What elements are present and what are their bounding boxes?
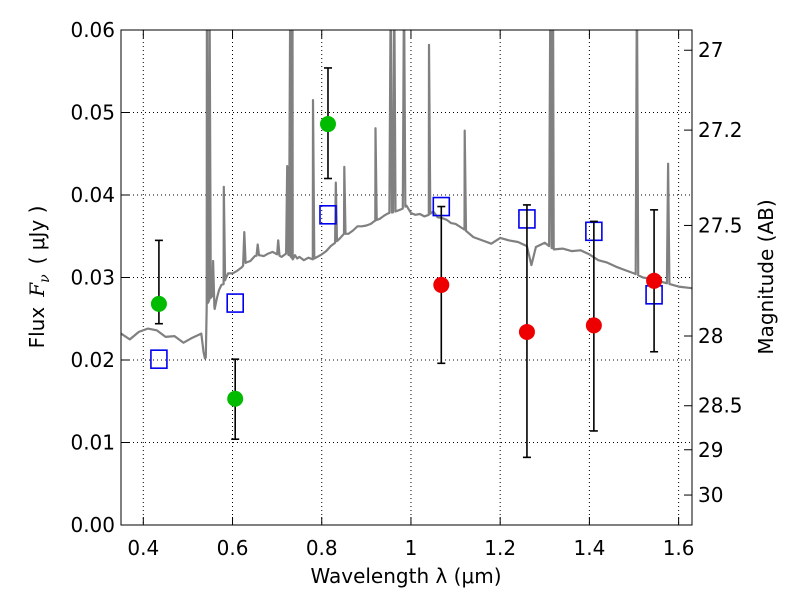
x-tick-label: 0.8 [306, 536, 338, 560]
y2-tick-label: 27.5 [698, 213, 743, 237]
model-square-point [319, 205, 337, 225]
x-tick-label: 1.2 [484, 536, 516, 560]
y-tick-label: 0.03 [70, 266, 115, 290]
y-axis-title-variable: F [25, 282, 49, 298]
y-tick-label: 0.01 [70, 431, 115, 455]
plot-background [121, 30, 692, 525]
grid [121, 29, 692, 526]
y2-tick-label: 27.2 [698, 118, 743, 142]
data-point [433, 276, 450, 293]
spectrum-line [121, 30, 692, 360]
y-tick-label: 0.02 [70, 348, 115, 372]
x-tick-label: 0.6 [217, 536, 249, 560]
y-tick-label: 0.00 [70, 513, 115, 537]
spectrum-layer [121, 30, 692, 360]
y2-tick-label: 28.5 [698, 394, 743, 418]
y-tick-label: 0.06 [70, 18, 115, 42]
model-square-point [150, 349, 168, 369]
y-tick-label: 0.05 [70, 101, 115, 125]
data-point [518, 323, 535, 340]
data-point [585, 317, 602, 334]
data-point [646, 272, 663, 289]
x-tick-label: 1.4 [573, 536, 605, 560]
x-tick-label: 1 [405, 536, 418, 560]
model-square-point [226, 293, 244, 313]
x-tick-label: 1.6 [663, 536, 695, 560]
y2-axis-title: Magnitude (AB) [754, 199, 778, 354]
data-point [319, 116, 336, 133]
x-axis-title: Wavelength λ (μm) [310, 564, 501, 588]
y2-tick-label: 29 [698, 438, 723, 462]
y-axis-title: Flux Fν ( μJy ) [25, 206, 53, 349]
y2-tick-label: 30 [698, 483, 723, 507]
y-axis-title-subscript: ν [37, 274, 53, 283]
y-tick-label: 0.04 [70, 183, 115, 207]
data-point [227, 390, 244, 407]
data-point [150, 295, 167, 312]
y-axis-title-prefix: Flux [25, 307, 49, 349]
marker-layer [150, 67, 663, 459]
y-axis-title-units: ( μJy ) [25, 206, 49, 265]
axis-ticks: 0.4 0.6 0.8 1 1.2 1.4 1.6 0.00 0.01 0.02 0.03 0.04 0… [70, 18, 742, 560]
y2-tick-label: 27 [698, 38, 723, 62]
x-tick-label: 0.4 [127, 536, 159, 560]
y2-tick-label: 28 [698, 324, 723, 348]
